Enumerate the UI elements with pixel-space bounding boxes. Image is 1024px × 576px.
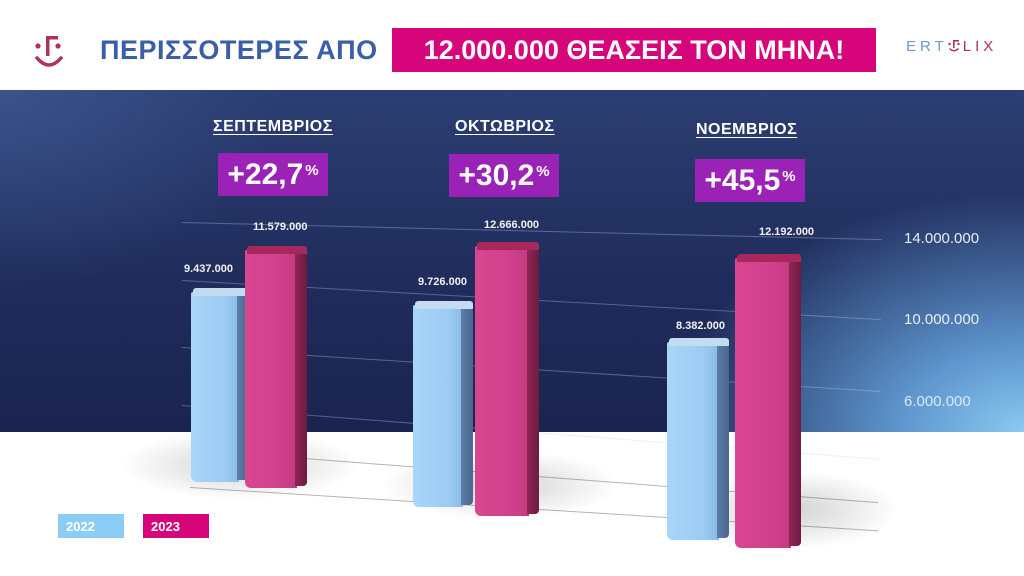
- growth-value: +45,5: [704, 163, 781, 197]
- legend-2023: 2023: [143, 514, 209, 538]
- bar-oct-2022: [413, 301, 473, 507]
- bar-nov-2023: [735, 254, 801, 548]
- brand-ert: ERT: [906, 38, 948, 55]
- growth-value: +22,7: [227, 157, 304, 191]
- ertflix-logo: ERT LIX: [906, 38, 997, 55]
- growth-value: +30,2: [458, 158, 535, 192]
- axis-tick-14m: 14.000.000: [904, 230, 980, 247]
- value-label-sep-2022: 9.437.000: [184, 263, 233, 275]
- month-label-november: ΝΟΕΜΒΡΙΟΣ: [696, 121, 798, 138]
- brand-smiley-icon: [948, 40, 960, 52]
- bar-sep-2023: [245, 246, 307, 488]
- percent-sign: %: [536, 163, 550, 180]
- growth-badge-november: +45,5%: [695, 159, 805, 202]
- month-label-october: ΟΚΤΩΒΡΙΟΣ: [455, 118, 555, 135]
- growth-badge-september: +22,7%: [218, 153, 328, 196]
- bar-sep-2022: [191, 288, 249, 482]
- value-label-oct-2023: 12.666.000: [484, 219, 540, 231]
- value-label-oct-2022: 9.726.000: [418, 276, 467, 288]
- value-label-nov-2022: 8.382.000: [676, 320, 725, 332]
- brand-flix: LIX: [962, 38, 998, 55]
- bar-oct-2023: [475, 242, 539, 516]
- value-label-nov-2023: 12.192.000: [759, 226, 815, 238]
- bar-nov-2022: [667, 338, 729, 540]
- value-label-sep-2023: 11.579.000: [253, 221, 308, 233]
- percent-sign: %: [305, 162, 319, 179]
- month-label-september: ΣΕΠΤΕΜΒΡΙΟΣ: [213, 118, 333, 135]
- header: ΠΕΡΙΣΣΟΤΕΡΕΣ ΑΠΟ 12.000.000 ΘΕΑΣΕΙΣ ΤΟΝ …: [0, 0, 1024, 90]
- growth-badge-october: +30,2%: [449, 154, 559, 197]
- headline-left: ΠΕΡΙΣΣΟΤΕΡΕΣ ΑΠΟ: [100, 35, 378, 65]
- axis-tick-10m: 10.000.000: [904, 311, 980, 328]
- smiley-f-logo-icon: [35, 36, 63, 67]
- percent-sign: %: [782, 168, 796, 185]
- axis-tick-6m: 6.000.000: [904, 393, 971, 410]
- legend-2022: 2022: [58, 514, 124, 538]
- headline-highlight: 12.000.000 ΘΕΑΣΕΙΣ ΤΟΝ ΜΗΝΑ!: [392, 28, 876, 72]
- legend-label: 2023: [151, 518, 180, 534]
- legend-label: 2022: [66, 518, 95, 534]
